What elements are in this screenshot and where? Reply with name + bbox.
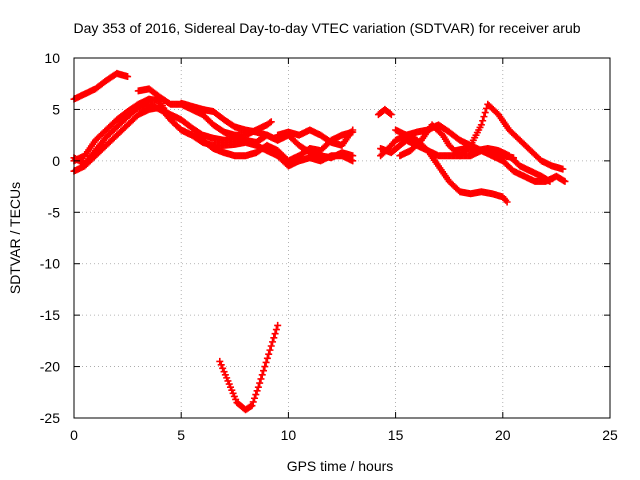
- data-point: [253, 387, 261, 395]
- data-point: [349, 157, 357, 165]
- data-point: [266, 119, 274, 127]
- data-point: [254, 383, 262, 391]
- data-markers: [70, 69, 569, 414]
- data-point: [503, 198, 511, 206]
- x-tick-label: 25: [602, 427, 618, 443]
- data-point: [216, 357, 224, 365]
- data-point: [269, 338, 277, 346]
- data-series-track-8: [274, 126, 357, 149]
- x-tick-label: 5: [177, 427, 185, 443]
- data-series-track-16: [452, 145, 554, 185]
- data-point: [256, 379, 264, 387]
- data-point: [561, 177, 569, 185]
- data-point: [386, 110, 394, 118]
- data-series-track-9: [274, 152, 357, 170]
- chart-title: Day 353 of 2016, Sidereal Day-to-day VTE…: [73, 20, 580, 36]
- y-axis-label: SDTVAR / TECUs: [7, 182, 23, 294]
- data-point: [477, 121, 485, 129]
- data-point: [247, 402, 255, 410]
- data-point: [270, 334, 278, 342]
- plot-frame: [73, 57, 611, 419]
- data-point: [249, 398, 257, 406]
- data-point: [248, 402, 256, 410]
- data-point: [266, 346, 274, 354]
- data-point: [124, 73, 132, 81]
- data-point: [272, 326, 280, 334]
- y-tick-label: 10: [44, 50, 60, 66]
- x-axis-label: GPS time / hours: [287, 458, 394, 474]
- y-tick-label: -5: [48, 204, 61, 220]
- x-tick-label: 10: [281, 427, 297, 443]
- data-series-track-11: [374, 105, 395, 119]
- x-tick-label: 0: [70, 427, 78, 443]
- data-series-track-10: [216, 321, 282, 414]
- x-tick-label: 15: [388, 427, 404, 443]
- data-point: [261, 363, 269, 371]
- data-point: [262, 358, 270, 366]
- y-tick-label: -15: [40, 307, 60, 323]
- data-point: [480, 113, 488, 121]
- y-tick-label: -10: [40, 256, 60, 272]
- data-point: [559, 165, 567, 173]
- data-point: [217, 361, 225, 369]
- y-tick-label: 0: [52, 153, 60, 169]
- grid-lines: [74, 58, 610, 418]
- y-tick-label: -20: [40, 359, 60, 375]
- data-point: [219, 364, 227, 372]
- data-point: [258, 371, 266, 379]
- data-series-track-4: [70, 100, 282, 168]
- data-series-track-3: [70, 103, 282, 175]
- data-point: [274, 321, 282, 329]
- data-point: [271, 330, 279, 338]
- data-series-track-1: [70, 69, 132, 103]
- data-point: [265, 350, 273, 358]
- data-point: [257, 375, 265, 383]
- data-series-track-15: [396, 100, 567, 173]
- data-series-track-14: [392, 126, 511, 206]
- x-tick-label: 20: [495, 427, 511, 443]
- data-point: [263, 354, 271, 362]
- axis-ticks: 0 5 10 15 20 25 -25 -20 -15 -10 -5 0 5 10: [40, 50, 618, 443]
- data-point: [251, 394, 259, 402]
- data-point: [252, 391, 260, 399]
- y-tick-label: -25: [40, 410, 60, 426]
- y-tick-label: 5: [52, 101, 60, 117]
- data-point: [481, 109, 489, 117]
- data-point: [267, 118, 275, 126]
- data-point: [387, 111, 395, 119]
- data-point: [267, 342, 275, 350]
- data-point: [349, 126, 357, 134]
- data-point: [260, 367, 268, 375]
- data-point: [546, 177, 554, 185]
- data-point: [479, 117, 487, 125]
